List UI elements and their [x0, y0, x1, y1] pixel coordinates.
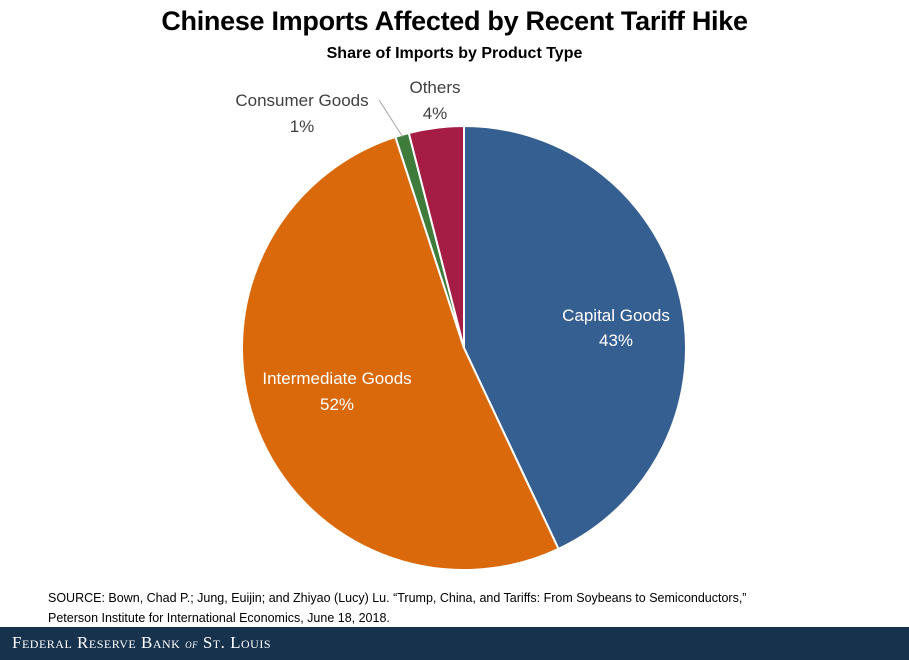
slice-value-consumer-goods: 1% — [290, 117, 315, 136]
brand-of: of — [185, 636, 199, 651]
pie-slice-intermediate-goods — [241, 135, 560, 571]
slice-value-intermediate-goods: 52% — [320, 395, 354, 414]
slice-label-consumer-goods: Consumer Goods — [235, 91, 368, 110]
slice-label-intermediate-goods: Intermediate Goods — [262, 369, 411, 388]
slice-value-others: 4% — [423, 104, 448, 123]
fed-logo-text: Federal Reserve Bank of St. Louis — [12, 633, 271, 653]
source-line-1: SOURCE: Bown, Chad P.; Jung, Euijin; and… — [48, 591, 747, 605]
pie-slice-others — [407, 124, 465, 349]
slice-label-capital-goods: Capital Goods — [562, 306, 670, 325]
slice-label-others: Others — [409, 78, 460, 97]
chart-subtitle: Share of Imports by Product Type — [326, 45, 583, 62]
brand-part1: Federal Reserve Bank — [12, 633, 186, 652]
chart-title: Chinese Imports Affected by Recent Tarif… — [161, 6, 748, 36]
pie-chart: Capital Goods 43% Intermediate Goods 52% Con… — [235, 78, 687, 571]
source-line-2: Peterson Institute for International Eco… — [48, 611, 390, 625]
consumer-goods-leader-line — [378, 99, 404, 138]
pie-slice-capital-goods — [463, 124, 687, 551]
slice-value-capital-goods: 43% — [599, 331, 633, 350]
footer-banner: Federal Reserve Bank of St. Louis — [0, 627, 909, 660]
source-note: SOURCE: Bown, Chad P.; Jung, Euijin; and… — [48, 588, 898, 628]
brand-part2: St. Louis — [198, 633, 272, 652]
